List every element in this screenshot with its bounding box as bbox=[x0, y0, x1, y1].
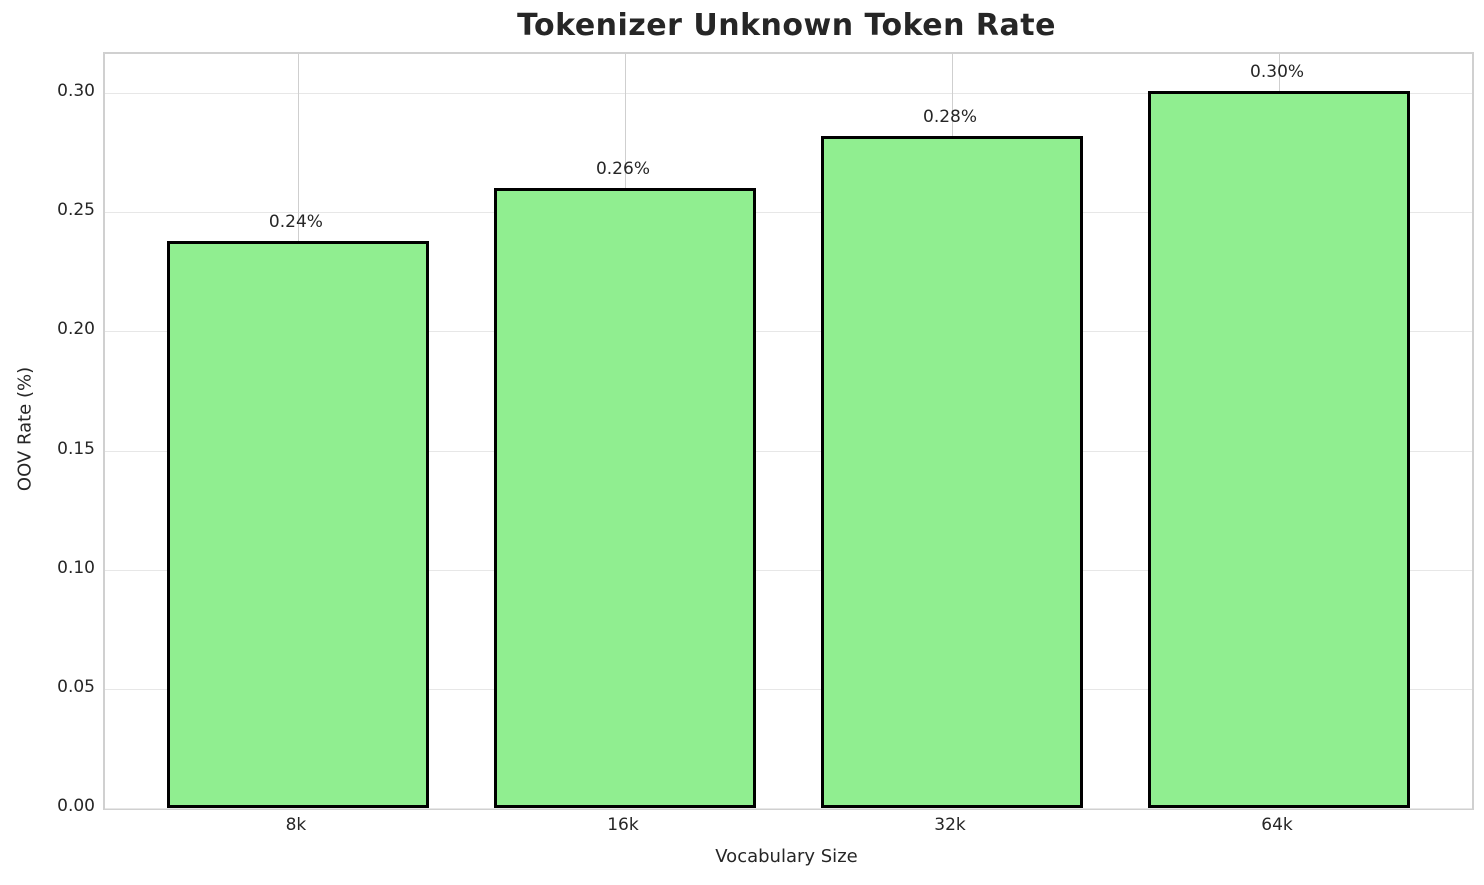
y-tick-label: 0.05 bbox=[57, 676, 95, 697]
bar-value-label-16k: 0.26% bbox=[595, 159, 650, 180]
bar-64k bbox=[1148, 90, 1410, 808]
bar-16k bbox=[494, 188, 756, 808]
x-tick-label-8k: 8k bbox=[285, 815, 307, 835]
plot-area bbox=[103, 52, 1474, 810]
bar-value-label-8k: 0.24% bbox=[268, 211, 323, 232]
x-tick-label-64k: 64k bbox=[1261, 815, 1293, 835]
y-tick-label: 0.25 bbox=[57, 200, 95, 221]
y-axis-label: OOV Rate (%) bbox=[14, 366, 36, 492]
chart-title: Tokenizer Unknown Token Rate bbox=[517, 8, 1056, 43]
y-gridline-0.20 bbox=[105, 331, 1472, 333]
y-gridline-0.10 bbox=[105, 569, 1472, 571]
bar-32k bbox=[821, 135, 1083, 808]
bar-value-label-32k: 0.28% bbox=[923, 106, 978, 127]
x-axis-label: Vocabulary Size bbox=[715, 846, 858, 867]
y-tick-label: 0.20 bbox=[57, 319, 95, 340]
x-tick-label-32k: 32k bbox=[934, 815, 966, 835]
y-tick-label: 0.15 bbox=[57, 438, 95, 459]
y-tick-label: 0.10 bbox=[57, 557, 95, 578]
bar-value-label-64k: 0.30% bbox=[1250, 61, 1305, 82]
bar-8k bbox=[167, 240, 429, 808]
y-gridline-0.00 bbox=[105, 808, 1472, 809]
y-tick-label: 0.00 bbox=[57, 796, 95, 816]
y-gridline-0.25 bbox=[105, 212, 1472, 214]
x-tick-label-16k: 16k bbox=[607, 815, 639, 835]
y-gridline-0.15 bbox=[105, 450, 1472, 452]
y-gridline-0.05 bbox=[105, 688, 1472, 690]
y-tick-label: 0.30 bbox=[57, 81, 95, 102]
y-gridline-0.30 bbox=[105, 93, 1472, 95]
